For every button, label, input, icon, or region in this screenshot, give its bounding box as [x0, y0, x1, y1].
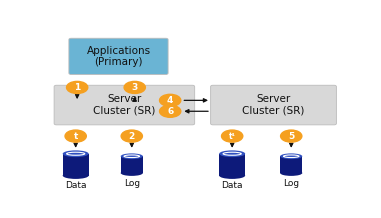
Text: Log: Log [124, 179, 140, 188]
Text: 3: 3 [131, 83, 138, 92]
FancyBboxPatch shape [54, 85, 195, 125]
Text: t¹: t¹ [229, 132, 236, 141]
Text: t: t [74, 132, 78, 141]
Text: Log: Log [283, 179, 299, 188]
Ellipse shape [280, 170, 302, 176]
Bar [219, 154, 245, 175]
Ellipse shape [121, 170, 143, 176]
Ellipse shape [219, 172, 245, 179]
Text: 6: 6 [167, 107, 173, 116]
Text: Server
Cluster (SR): Server Cluster (SR) [93, 94, 155, 116]
Ellipse shape [280, 153, 302, 159]
Text: Data: Data [221, 181, 243, 191]
Text: 4: 4 [167, 96, 173, 105]
Ellipse shape [219, 150, 245, 157]
FancyBboxPatch shape [211, 85, 336, 125]
Text: Applications
(Primary): Applications (Primary) [86, 46, 150, 67]
Bar [121, 156, 143, 173]
Text: 2: 2 [129, 132, 135, 141]
Circle shape [124, 81, 146, 94]
Circle shape [160, 94, 181, 106]
Text: Data: Data [65, 181, 86, 191]
Text: 1: 1 [74, 83, 80, 92]
Bar [280, 156, 302, 173]
Bar [63, 154, 89, 175]
Circle shape [67, 81, 88, 94]
Ellipse shape [63, 172, 89, 179]
Circle shape [221, 130, 243, 142]
Text: 5: 5 [288, 132, 295, 141]
Circle shape [121, 130, 142, 142]
Text: Server
Cluster (SR): Server Cluster (SR) [242, 94, 305, 116]
Circle shape [65, 130, 86, 142]
Circle shape [280, 130, 302, 142]
FancyBboxPatch shape [69, 38, 168, 75]
Ellipse shape [63, 150, 89, 157]
Ellipse shape [121, 153, 143, 159]
Circle shape [160, 105, 181, 117]
